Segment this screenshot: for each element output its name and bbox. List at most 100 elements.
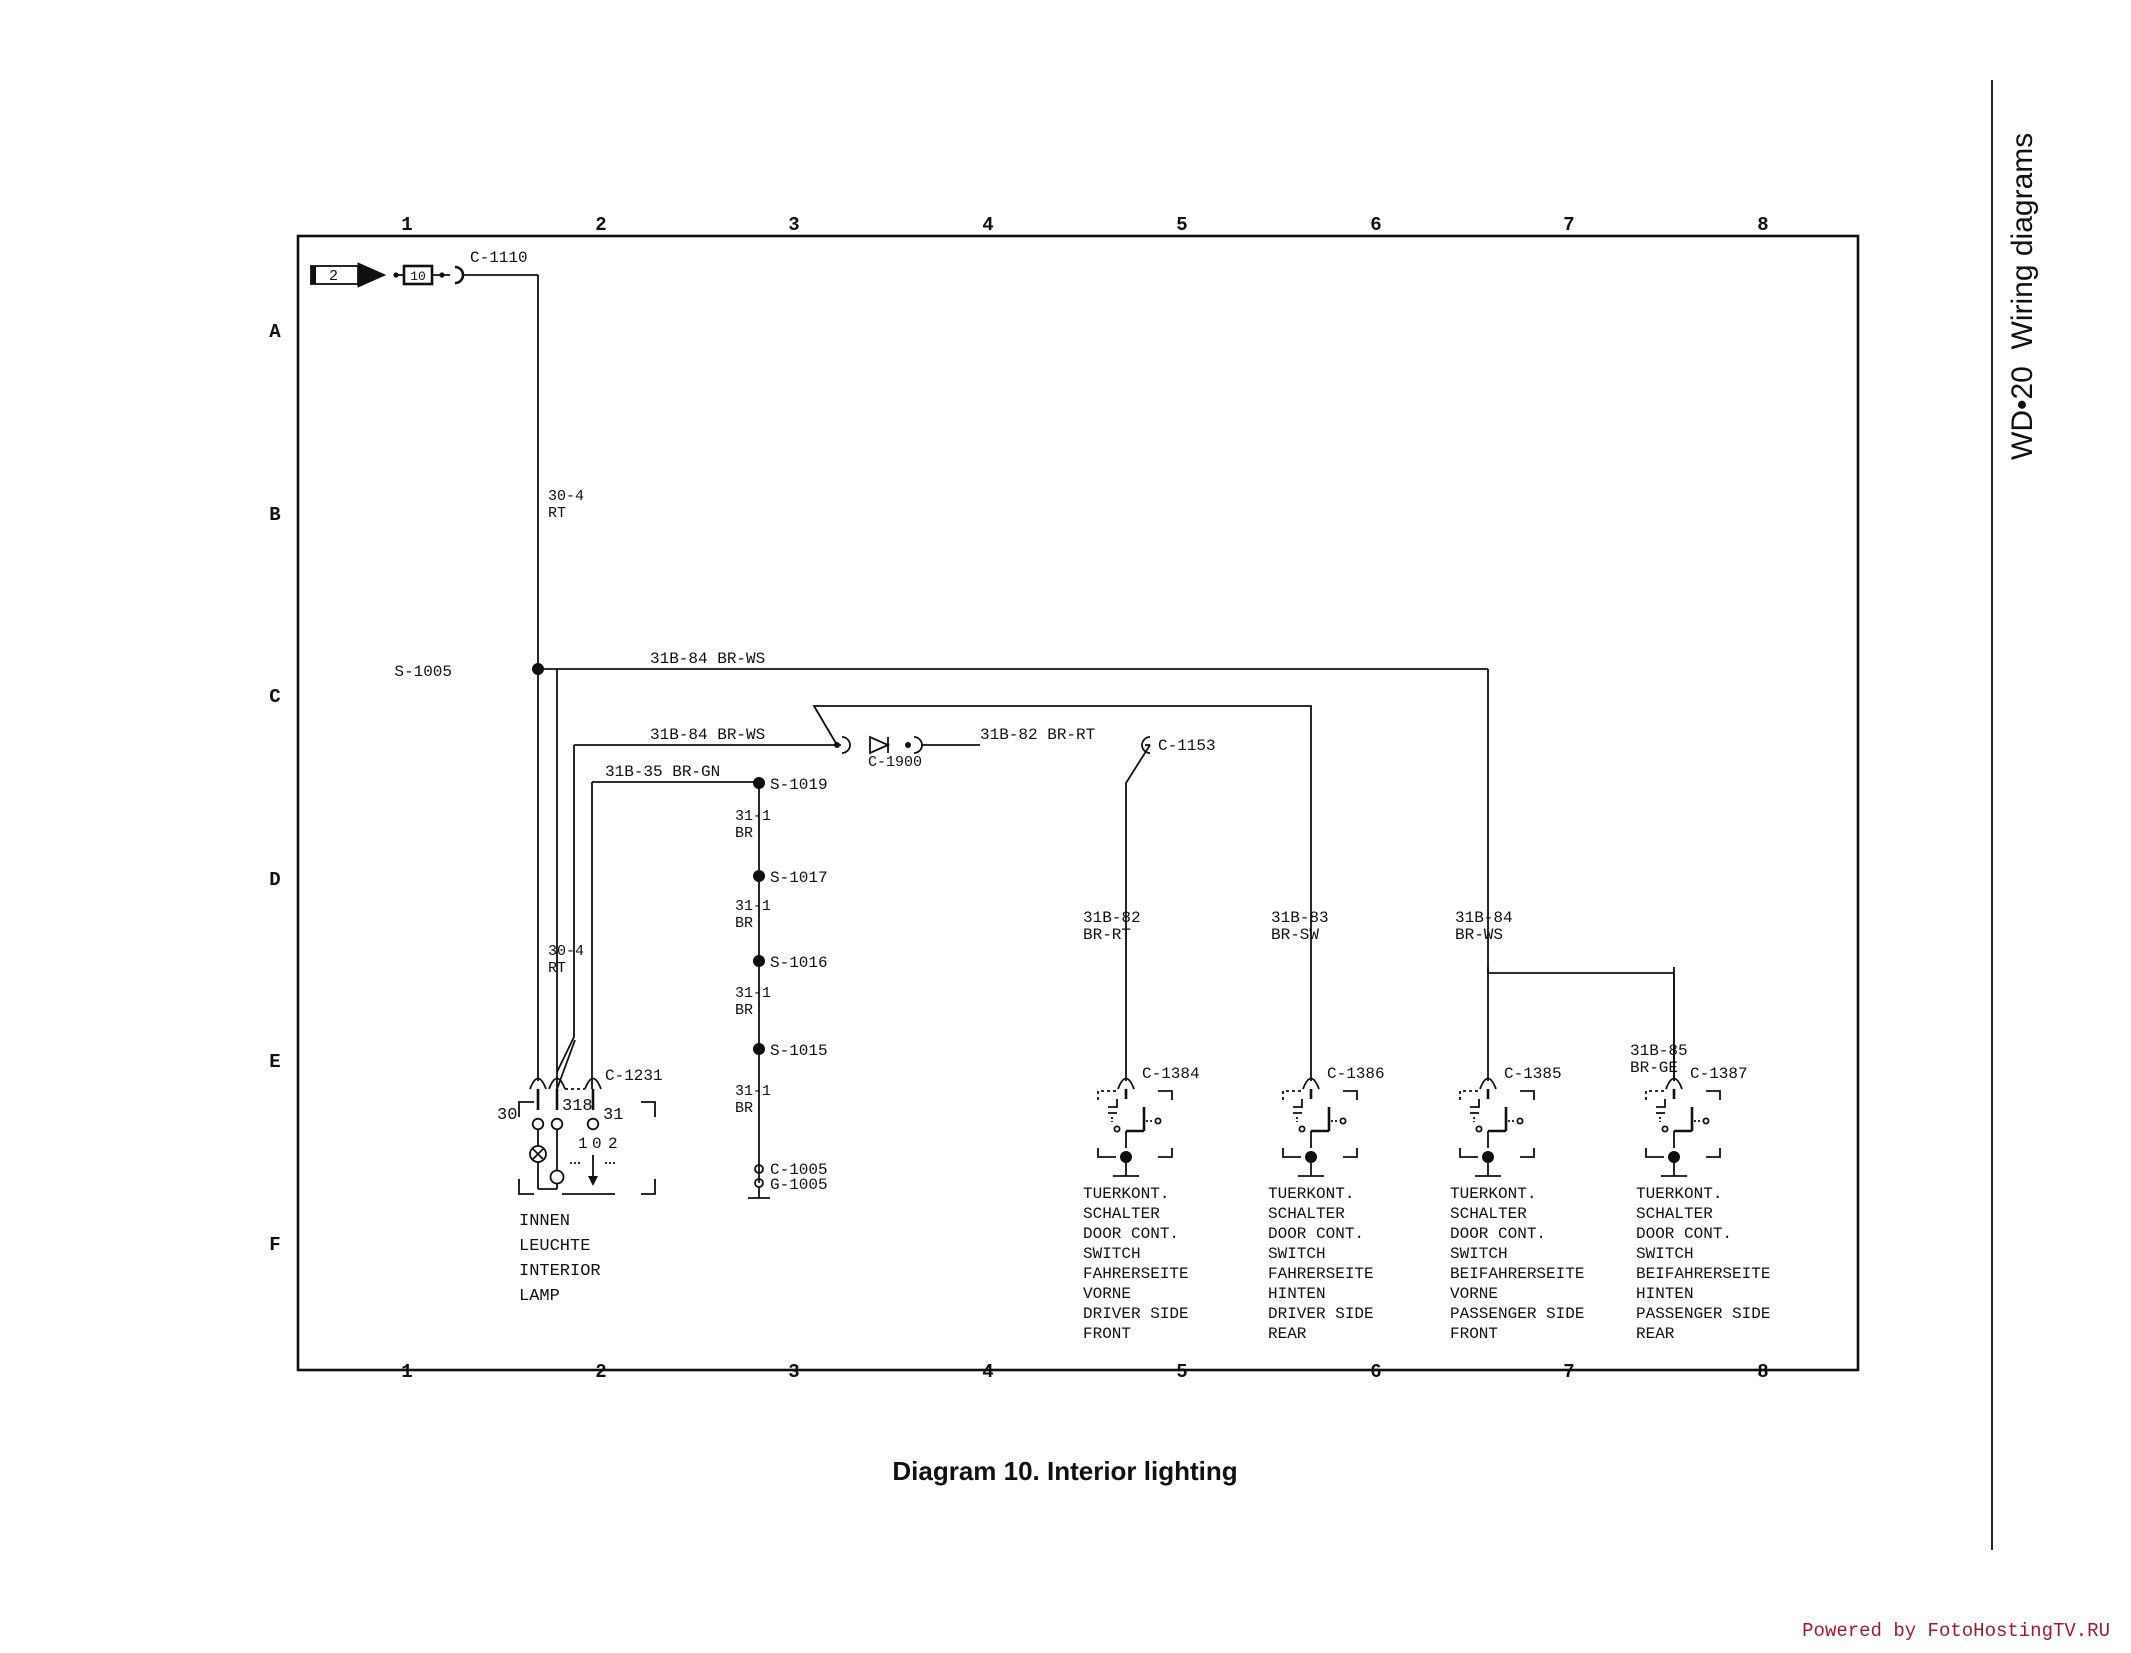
svg-text:Diagram 10. Interior lighting: Diagram 10. Interior lighting: [892, 1456, 1237, 1486]
svg-text:30-4: 30-4: [548, 488, 584, 505]
svg-text:31B-84: 31B-84: [1455, 909, 1513, 927]
svg-text:2: 2: [595, 214, 606, 236]
svg-text:F: F: [269, 1234, 280, 1256]
svg-text:6: 6: [1370, 1361, 1381, 1383]
svg-text:BR: BR: [735, 915, 753, 932]
svg-text:VORNE: VORNE: [1450, 1285, 1498, 1303]
svg-text:31-1: 31-1: [735, 898, 771, 915]
svg-text:TUERKONT.: TUERKONT.: [1450, 1185, 1536, 1203]
svg-text:BR: BR: [735, 825, 753, 842]
svg-text:2: 2: [595, 1361, 606, 1383]
svg-text:1: 1: [401, 1361, 412, 1383]
svg-text:A: A: [269, 321, 281, 343]
svg-text:G-1005: G-1005: [770, 1176, 828, 1194]
svg-text:LEUCHTE: LEUCHTE: [519, 1237, 590, 1256]
svg-text:8: 8: [1757, 214, 1768, 236]
svg-text:S-1015: S-1015: [770, 1042, 828, 1060]
svg-text:DRIVER SIDE: DRIVER SIDE: [1083, 1305, 1189, 1323]
svg-text:FAHRERSEITE: FAHRERSEITE: [1268, 1265, 1374, 1283]
svg-text:4: 4: [982, 214, 993, 236]
svg-text:PASSENGER SIDE: PASSENGER SIDE: [1636, 1305, 1770, 1323]
svg-text:FAHRERSEITE: FAHRERSEITE: [1083, 1265, 1189, 1283]
svg-text:HINTEN: HINTEN: [1636, 1285, 1694, 1303]
svg-text:VORNE: VORNE: [1083, 1285, 1131, 1303]
svg-text:TUERKONT.: TUERKONT.: [1083, 1185, 1169, 1203]
svg-text:30-4: 30-4: [548, 943, 584, 960]
svg-text:SWITCH: SWITCH: [1268, 1245, 1326, 1263]
svg-text:SWITCH: SWITCH: [1083, 1245, 1141, 1263]
svg-text:1: 1: [401, 214, 412, 236]
svg-text:2: 2: [608, 1135, 618, 1153]
svg-text:SCHALTER: SCHALTER: [1450, 1205, 1527, 1223]
svg-text:HINTEN: HINTEN: [1268, 1285, 1326, 1303]
svg-text:7: 7: [1563, 214, 1574, 236]
svg-text:31-1: 31-1: [735, 1083, 771, 1100]
svg-text:FRONT: FRONT: [1450, 1325, 1498, 1343]
svg-text:31-1: 31-1: [735, 985, 771, 1002]
svg-text:S-1019: S-1019: [770, 776, 828, 794]
svg-text:31B-84 BR-WS: 31B-84 BR-WS: [650, 726, 765, 744]
svg-text:6: 6: [1370, 214, 1381, 236]
svg-text:3: 3: [788, 1361, 799, 1383]
svg-text:7: 7: [1563, 1361, 1574, 1383]
svg-text:S-1005: S-1005: [394, 663, 452, 681]
svg-text:5: 5: [1176, 214, 1187, 236]
svg-text:C-1110: C-1110: [470, 249, 528, 267]
svg-text:FRONT: FRONT: [1083, 1325, 1131, 1343]
svg-text:SCHALTER: SCHALTER: [1083, 1205, 1160, 1223]
svg-text:31B-35 BR-GN: 31B-35 BR-GN: [605, 763, 720, 781]
svg-text:WD•20 Wiring diagrams: WD•20 Wiring diagrams: [2006, 133, 2039, 460]
svg-text:TUERKONT.: TUERKONT.: [1268, 1185, 1354, 1203]
svg-text:31: 31: [603, 1106, 623, 1125]
svg-text:SCHALTER: SCHALTER: [1268, 1205, 1345, 1223]
svg-text:S-1017: S-1017: [770, 869, 828, 887]
svg-text:DOOR CONT.: DOOR CONT.: [1450, 1225, 1546, 1243]
svg-text:BR-GE: BR-GE: [1630, 1059, 1678, 1077]
svg-text:31B-85: 31B-85: [1630, 1042, 1688, 1060]
svg-text:30: 30: [497, 1106, 517, 1125]
svg-text:DOOR CONT.: DOOR CONT.: [1636, 1225, 1732, 1243]
svg-text:C-1384: C-1384: [1142, 1065, 1200, 1083]
svg-text:C-1153: C-1153: [1158, 737, 1216, 755]
svg-text:31-1: 31-1: [735, 808, 771, 825]
svg-text:DOOR CONT.: DOOR CONT.: [1268, 1225, 1364, 1243]
svg-text:DOOR CONT.: DOOR CONT.: [1083, 1225, 1179, 1243]
svg-text:31B-82: 31B-82: [1083, 909, 1141, 927]
svg-text:Powered by FotoHostingTV.RU: Powered by FotoHostingTV.RU: [1802, 1620, 2110, 1642]
svg-text:BR-RT: BR-RT: [1083, 926, 1131, 944]
svg-text:BR-SW: BR-SW: [1271, 926, 1319, 944]
svg-text:0: 0: [592, 1135, 602, 1153]
svg-text:31B-84 BR-WS: 31B-84 BR-WS: [650, 650, 765, 668]
svg-text:BR: BR: [735, 1100, 753, 1117]
svg-text:C-1386: C-1386: [1327, 1065, 1385, 1083]
svg-text:LAMP: LAMP: [519, 1287, 560, 1306]
svg-text:4: 4: [982, 1361, 993, 1383]
svg-text:5: 5: [1176, 1361, 1187, 1383]
svg-text:BEIFAHRERSEITE: BEIFAHRERSEITE: [1450, 1265, 1584, 1283]
svg-text:TUERKONT.: TUERKONT.: [1636, 1185, 1722, 1203]
svg-text:INTERIOR: INTERIOR: [519, 1262, 601, 1281]
svg-text:C-1900: C-1900: [868, 754, 922, 771]
svg-text:PASSENGER SIDE: PASSENGER SIDE: [1450, 1305, 1584, 1323]
svg-text:BR-WS: BR-WS: [1455, 926, 1503, 944]
svg-text:BR: BR: [735, 1002, 753, 1019]
svg-text:BEIFAHRERSEITE: BEIFAHRERSEITE: [1636, 1265, 1770, 1283]
svg-text:S-1016: S-1016: [770, 954, 828, 972]
svg-text:SWITCH: SWITCH: [1636, 1245, 1694, 1263]
svg-text:B: B: [269, 504, 280, 526]
svg-text:31B-82 BR-RT: 31B-82 BR-RT: [980, 726, 1095, 744]
svg-text:31B-83: 31B-83: [1271, 909, 1329, 927]
svg-text:DRIVER SIDE: DRIVER SIDE: [1268, 1305, 1374, 1323]
svg-text:RT: RT: [548, 505, 566, 522]
svg-text:INNEN: INNEN: [519, 1212, 570, 1231]
svg-text:2: 2: [329, 268, 338, 285]
svg-text:318: 318: [562, 1097, 593, 1116]
svg-text:C-1387: C-1387: [1690, 1065, 1748, 1083]
svg-text:REAR: REAR: [1268, 1325, 1307, 1343]
svg-text:D: D: [269, 869, 280, 891]
svg-text:C-1385: C-1385: [1504, 1065, 1562, 1083]
svg-text:REAR: REAR: [1636, 1325, 1675, 1343]
svg-text:1: 1: [578, 1135, 588, 1153]
svg-text:8: 8: [1757, 1361, 1768, 1383]
svg-text:3: 3: [788, 214, 799, 236]
